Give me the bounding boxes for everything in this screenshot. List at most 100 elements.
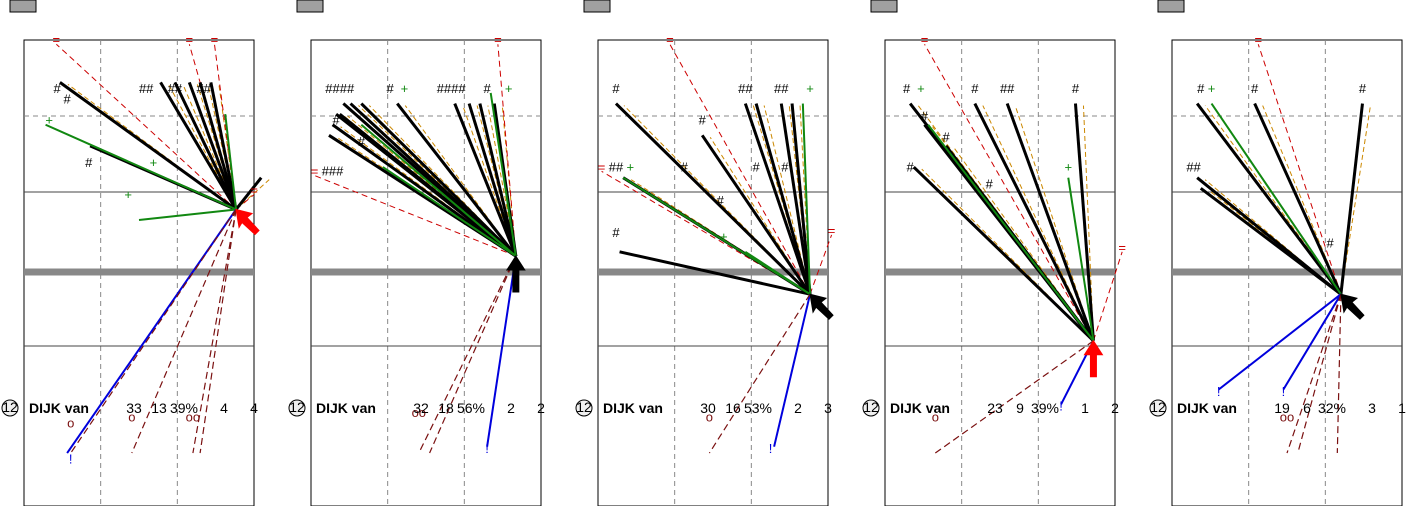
number-badge-circle (1149, 399, 1167, 417)
hash-marker: # (781, 159, 789, 174)
stat-value: 4 (250, 400, 258, 416)
hash-marker: # (1251, 81, 1259, 96)
plus-marker: + (505, 81, 513, 96)
fan-line (59, 81, 237, 211)
fan-line (619, 250, 811, 296)
blue-path (1218, 293, 1342, 391)
hash-marker: # (358, 134, 366, 149)
fan-line (453, 102, 518, 257)
red-dashed-line (809, 234, 833, 295)
position-arrow (1083, 339, 1104, 378)
stat-value: 18 (438, 400, 454, 416)
fan-line (1073, 103, 1095, 341)
fan-line (234, 176, 263, 211)
hash-marker: # (333, 113, 341, 128)
green-path (138, 208, 237, 222)
hash-marker: ## (774, 81, 789, 96)
equals-marker: = (921, 32, 929, 47)
wine-dashed-line (131, 209, 237, 454)
hash-marker: ## (609, 159, 624, 174)
stat-value: 2 (1111, 400, 1119, 416)
hash-marker: # (1327, 236, 1335, 251)
fan-line (614, 102, 812, 296)
exclamation-marker: ! (1059, 399, 1063, 414)
panel-tab (1157, 0, 1185, 13)
green-path (489, 92, 517, 257)
number-badge: 12 (1149, 399, 1167, 417)
green-path (744, 250, 811, 296)
fan-line (187, 81, 238, 210)
hash-marker: # (85, 155, 93, 170)
number-badge-text: 12 (2, 399, 18, 415)
hash-marker: ### (322, 164, 344, 179)
stat-value: 39% (170, 400, 198, 416)
number-badge-text: 12 (863, 399, 879, 415)
red-dashed-line (497, 44, 517, 257)
green-path (927, 124, 1095, 342)
hash-marker: # (986, 176, 994, 191)
fan-line (467, 103, 518, 257)
plus-marker: + (1064, 159, 1072, 174)
player-name: DIJK van (316, 400, 376, 416)
guide-line (1204, 179, 1342, 295)
blue-path (486, 255, 517, 447)
stat-value: 9 (1016, 400, 1024, 416)
panel-tab (296, 0, 324, 13)
number-badge-text: 12 (289, 399, 305, 415)
red-dashed-line (314, 175, 517, 257)
stat-value: 3 (1368, 400, 1376, 416)
chart-panel-3: #### #### # # ###+++===!o12 DIJK van 30 16 53% 2 3 (575, 0, 835, 506)
number-badge-circle (862, 399, 880, 417)
panel-tab (870, 0, 898, 13)
equals-marker: = (666, 32, 674, 47)
number-badge-circle (288, 399, 306, 417)
player-name: DIJK van (890, 400, 950, 416)
fan-line (743, 103, 812, 295)
circle-marker: oo (186, 409, 200, 424)
number-badge-text: 12 (576, 399, 592, 415)
fan-line (1199, 187, 1342, 296)
hash-marker: # (483, 81, 491, 96)
hash-marker: # (64, 92, 72, 107)
number-badge-circle (1, 399, 19, 417)
hash-marker: # (612, 225, 620, 240)
wine-dashed-line (418, 255, 517, 454)
plus-marker: + (401, 81, 409, 96)
plus-marker: + (720, 229, 728, 244)
fan-line (1005, 103, 1095, 342)
number-badge: 12 (1, 399, 19, 417)
stat-value: 2 (794, 400, 802, 416)
guide-line (182, 84, 237, 210)
stat-value: 16 (725, 400, 741, 416)
number-badge-text: 12 (1150, 399, 1166, 415)
wine-dashed-line (192, 209, 237, 454)
hash-marker: # (681, 159, 689, 174)
stat-value: 1 (1081, 400, 1089, 416)
blue-path (1282, 293, 1342, 391)
equals-marker: = (1254, 32, 1262, 47)
fan-line (173, 81, 238, 211)
red-dashed-line (213, 44, 237, 210)
hash-marker: ## (196, 81, 211, 96)
hash-marker: ## (1186, 159, 1201, 174)
fan-line (478, 103, 518, 257)
stat-value: 23 (987, 400, 1003, 416)
exclamation-marker: ! (1282, 384, 1286, 399)
red-dashed-line (1092, 251, 1123, 341)
stat-value: 13 (151, 400, 167, 416)
exclamation-marker: ! (69, 452, 73, 467)
fan-line (331, 123, 517, 258)
fan-line (198, 81, 238, 210)
wine-dashed-line (1297, 294, 1342, 454)
green-path (801, 103, 812, 295)
fan-line (973, 102, 1095, 342)
green-path (1210, 102, 1342, 295)
stat-value: 30 (700, 400, 716, 416)
fan-line (1195, 102, 1343, 296)
wine-dashed-line (1286, 293, 1342, 454)
guide-line (404, 105, 517, 257)
player-name: DIJK van (1177, 400, 1237, 416)
stat-value: 32 (413, 400, 429, 416)
hash-marker: # (1359, 81, 1367, 96)
